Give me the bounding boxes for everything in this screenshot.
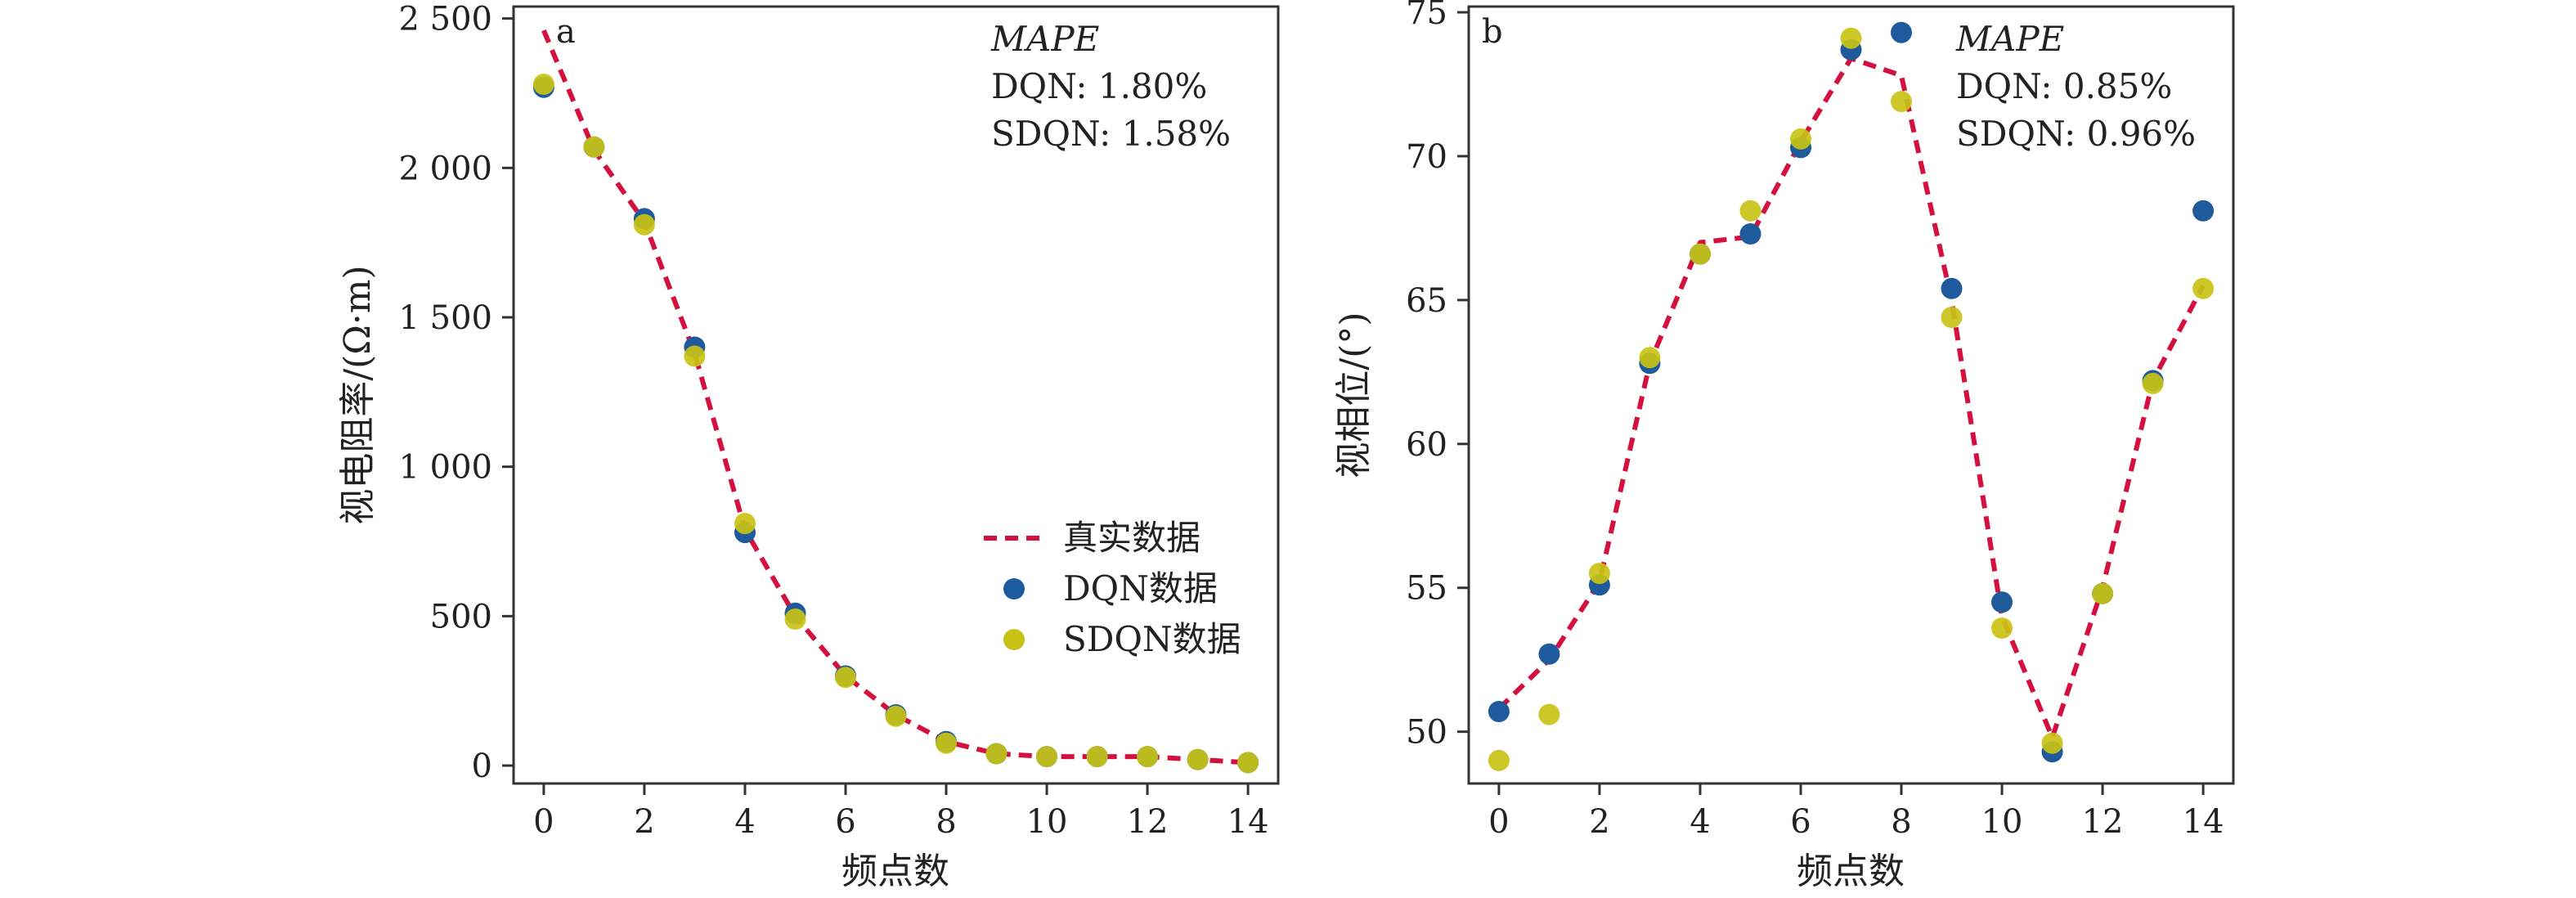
panel-b-sdqn-point xyxy=(1690,243,1711,265)
panel-a-sdqn-point xyxy=(936,732,957,754)
panel-a-true-line xyxy=(541,29,1249,766)
panel-b-xtick-label: 0 xyxy=(1488,803,1509,841)
panel-b-ytick-label: 65 xyxy=(1406,282,1447,320)
legend-sdqn-label: SDQN数据 xyxy=(1063,619,1241,659)
panel-b-xtick-label: 10 xyxy=(1981,803,2023,841)
legend-sdqn-swatch xyxy=(1003,629,1025,650)
panel-b-sdqn-point xyxy=(1891,91,1912,113)
panel-b-annotation-title: MAPE xyxy=(1955,19,2064,59)
panel-b-frame xyxy=(1467,5,2235,785)
panel-a-sdqn-point xyxy=(1187,748,1209,770)
panel-b-sdqn-point xyxy=(1790,128,1811,150)
panel-a-frame xyxy=(512,5,1280,785)
panel-b-sdqn-point xyxy=(2192,277,2215,299)
panel-b-sdqn-point xyxy=(1739,200,1761,222)
panel-b-ytick-label: 70 xyxy=(1406,138,1447,176)
panel-b-marks xyxy=(1488,21,2215,771)
panel-b-xtick-label: 2 xyxy=(1589,803,1609,841)
panel-a-xtick-label: 6 xyxy=(835,803,855,841)
panel-a-ytick-label: 0 xyxy=(472,748,492,785)
panel-a-sdqn-point xyxy=(684,345,706,367)
panel-a-xtick-label: 0 xyxy=(533,803,554,841)
panel-a-xtick-label: 10 xyxy=(1026,803,1068,841)
panel-a-sdqn-point xyxy=(985,743,1008,765)
panel-a-xtick-label: 2 xyxy=(634,803,654,841)
panel-b-xtick-label: 4 xyxy=(1690,803,1710,841)
panel-a-annotation-dqn: DQN: 1.80% xyxy=(991,66,1207,106)
panel-b-ylabel: 视相位/(°) xyxy=(1333,312,1375,478)
panel-b-ytick-label: 75 xyxy=(1406,0,1447,32)
panel-b-dqn-point xyxy=(1991,591,2013,613)
panel-b-xtick-label: 14 xyxy=(2183,803,2224,841)
panel-a-xtick-label: 12 xyxy=(1127,803,1169,841)
panel-a-chart: a 0 2 4 6 8 10 12 14 0 500 1 000 1 500 2 000 2 500 频点… xyxy=(337,1,1280,892)
panel-a-sdqn-point xyxy=(532,74,554,95)
panel-a-sdqn-point xyxy=(734,513,756,535)
panel-b-xtick-label: 6 xyxy=(1790,803,1811,841)
panel-a-sdqn-point xyxy=(835,667,856,689)
panel-b-dqn-point xyxy=(1538,643,1560,665)
panel-a-sdqn-point xyxy=(1036,746,1057,768)
panel-b-ytick-label: 55 xyxy=(1406,570,1447,608)
panel-b-chart: b 0 2 4 6 8 10 12 14 50 55 60 65 70 75 频点数 视相位/(°) MA… xyxy=(1333,0,2235,892)
legend-dqn-label: DQN数据 xyxy=(1063,568,1218,608)
panel-a-ytick-label: 1 000 xyxy=(398,449,492,487)
panel-b-xlabel: 频点数 xyxy=(1797,851,1905,892)
panel-a-xlabel: 频点数 xyxy=(841,851,949,892)
panel-b-sdqn-point xyxy=(1588,563,1610,585)
panel-b-dqn-point xyxy=(2192,200,2215,222)
panel-a-xtick-label: 8 xyxy=(936,803,956,841)
panel-a-sdqn-point xyxy=(885,705,907,727)
panel-b-sdqn-point xyxy=(2142,372,2164,394)
panel-a-ytick-label: 500 xyxy=(430,598,492,635)
panel-a-sdqn-point xyxy=(633,213,655,236)
panel-b-dqn-point xyxy=(1739,223,1761,245)
panel-b-dqn-point xyxy=(1891,21,1912,43)
legend-true-label: 真实数据 xyxy=(1063,518,1200,558)
panel-a-axes: 0 2 4 6 8 10 12 14 0 500 1 000 1 500 2 000 2 500 xyxy=(398,1,1268,841)
legend: 真实数据 DQN数据 SDQN数据 xyxy=(984,518,1241,659)
panel-a-sdqn-point xyxy=(1086,746,1108,768)
panel-b-annotation-dqn: DQN: 0.85% xyxy=(1956,66,2172,106)
panel-a-annotation-title: MAPE xyxy=(990,19,1099,59)
panel-a-ytick-label: 2 500 xyxy=(398,1,492,38)
panel-a-marks xyxy=(532,29,1259,774)
panel-a-xtick-label: 4 xyxy=(734,803,755,841)
panel-a-annotation: MAPE DQN: 1.80% SDQN: 1.58% xyxy=(990,19,1231,154)
panel-a-ytick-label: 2 000 xyxy=(398,150,492,187)
panel-a-sdqn-point xyxy=(1137,746,1159,768)
legend-dqn-swatch xyxy=(1003,578,1025,599)
panel-a-letter: a xyxy=(556,13,576,51)
panel-b-xtick-label: 8 xyxy=(1891,803,1911,841)
panel-a-sdqn-point xyxy=(583,136,605,158)
panel-b-axes: 0 2 4 6 8 10 12 14 50 55 60 65 70 75 xyxy=(1406,0,2224,841)
panel-b-xtick-label: 12 xyxy=(2082,803,2124,841)
panel-a-sdqn-point xyxy=(784,608,806,630)
panel-a-sdqn-point xyxy=(1237,752,1259,774)
panel-a-xtick-label: 14 xyxy=(1227,803,1269,841)
panel-b-sdqn-point xyxy=(1538,703,1560,725)
panel-a-annotation-sdqn: SDQN: 1.58% xyxy=(991,114,1231,154)
panel-b-letter: b xyxy=(1482,13,1503,51)
panel-b-sdqn-point xyxy=(2092,582,2114,604)
panel-b-annotation: MAPE DQN: 0.85% SDQN: 0.96% xyxy=(1955,19,2196,154)
panel-b-sdqn-point xyxy=(1941,307,1963,328)
panel-b-sdqn-point xyxy=(1488,749,1510,771)
panel-b-dqn-point xyxy=(1941,277,1963,299)
panel-b-sdqn-point xyxy=(1639,347,1661,369)
panel-b-ytick-label: 50 xyxy=(1406,714,1447,752)
panel-a-ylabel: 视电阻率/(Ω·m) xyxy=(337,265,379,524)
panel-b-true-line xyxy=(1497,56,2206,740)
panel-b-annotation-sdqn: SDQN: 0.96% xyxy=(1956,114,2196,154)
panel-b-sdqn-point xyxy=(1840,27,1862,49)
panel-b-sdqn-point xyxy=(1991,617,2013,639)
panel-b-dqn-point xyxy=(1488,701,1510,722)
panel-b-ytick-label: 60 xyxy=(1406,426,1447,464)
panel-b-sdqn-point xyxy=(2041,732,2063,754)
panel-a-ytick-label: 1 500 xyxy=(398,299,492,337)
